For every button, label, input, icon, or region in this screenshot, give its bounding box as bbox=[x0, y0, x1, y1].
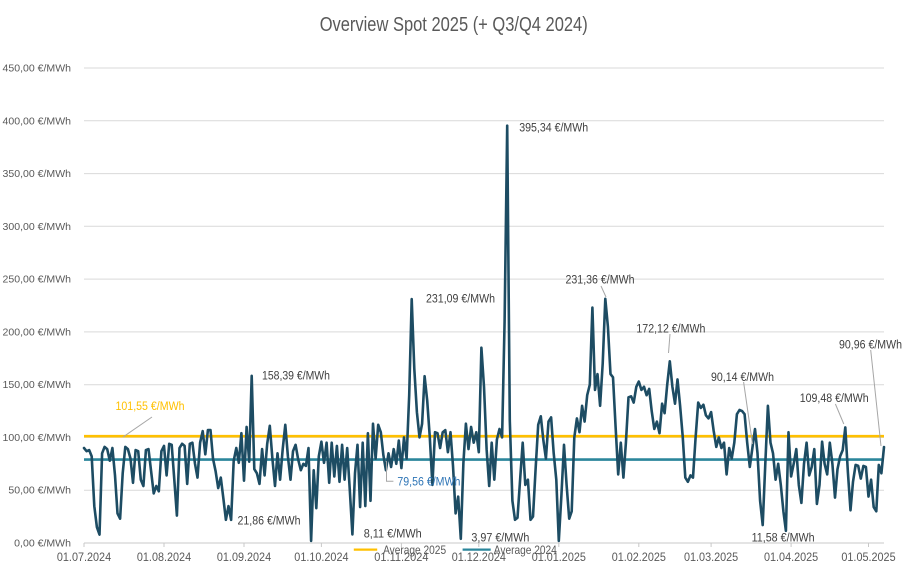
svg-text:21,86 €/MWh: 21,86 €/MWh bbox=[238, 515, 301, 527]
svg-text:01.10.2024: 01.10.2024 bbox=[294, 551, 349, 564]
svg-text:01.08.2024: 01.08.2024 bbox=[137, 551, 192, 564]
svg-text:101,55 €/MWh: 101,55 €/MWh bbox=[116, 401, 185, 413]
svg-text:01.02.2025: 01.02.2025 bbox=[612, 551, 666, 564]
svg-text:8,11 €/MWh: 8,11 €/MWh bbox=[364, 529, 422, 541]
svg-text:01.01.2025: 01.01.2025 bbox=[532, 551, 586, 564]
svg-text:01.07.2024: 01.07.2024 bbox=[57, 551, 112, 564]
svg-text:158,39 €/MWh: 158,39 €/MWh bbox=[262, 371, 330, 383]
svg-text:109,48 €/MWh: 109,48 €/MWh bbox=[800, 393, 869, 405]
svg-text:11,58 €/MWh: 11,58 €/MWh bbox=[752, 532, 815, 544]
svg-text:300,00 €/MWh: 300,00 €/MWh bbox=[3, 222, 72, 233]
svg-text:79,56 €/MWh: 79,56 €/MWh bbox=[397, 477, 460, 489]
svg-text:231,09 €/MWh: 231,09 €/MWh bbox=[426, 294, 495, 306]
svg-text:01.11.2024: 01.11.2024 bbox=[374, 551, 429, 564]
svg-text:100,00 €/MWh: 100,00 €/MWh bbox=[3, 433, 72, 444]
svg-text:450,00 €/MWh: 450,00 €/MWh bbox=[3, 64, 72, 75]
svg-text:231,36 €/MWh: 231,36 €/MWh bbox=[566, 274, 635, 286]
svg-text:0,00 €/MWh: 0,00 €/MWh bbox=[14, 539, 71, 550]
svg-text:90,14 €/MWh: 90,14 €/MWh bbox=[711, 372, 774, 384]
svg-text:Average 2025: Average 2025 bbox=[383, 544, 446, 557]
svg-text:3,97 €/MWh: 3,97 €/MWh bbox=[471, 533, 529, 545]
svg-text:01.12.2024: 01.12.2024 bbox=[452, 551, 507, 564]
svg-text:200,00 €/MWh: 200,00 €/MWh bbox=[3, 327, 72, 338]
svg-text:395,34 €/MWh: 395,34 €/MWh bbox=[519, 122, 588, 134]
svg-text:90,96 €/MWh: 90,96 €/MWh bbox=[839, 339, 902, 351]
svg-text:01.04.2025: 01.04.2025 bbox=[764, 551, 818, 564]
svg-text:400,00 €/MWh: 400,00 €/MWh bbox=[3, 116, 72, 127]
svg-text:Overview Spot 2025 (+ Q3/Q4 20: Overview Spot 2025 (+ Q3/Q4 2024) bbox=[320, 13, 588, 36]
svg-text:01.09.2024: 01.09.2024 bbox=[217, 551, 272, 564]
svg-text:350,00 €/MWh: 350,00 €/MWh bbox=[3, 169, 72, 180]
svg-text:50,00 €/MWh: 50,00 €/MWh bbox=[8, 486, 71, 497]
svg-text:01.03.2025: 01.03.2025 bbox=[684, 551, 738, 564]
svg-text:250,00 €/MWh: 250,00 €/MWh bbox=[3, 275, 72, 286]
svg-text:150,00 €/MWh: 150,00 €/MWh bbox=[3, 380, 72, 391]
svg-text:172,12 €/MWh: 172,12 €/MWh bbox=[636, 323, 705, 335]
svg-text:Average 2024: Average 2024 bbox=[494, 544, 557, 557]
svg-text:01.05.2025: 01.05.2025 bbox=[841, 551, 895, 564]
